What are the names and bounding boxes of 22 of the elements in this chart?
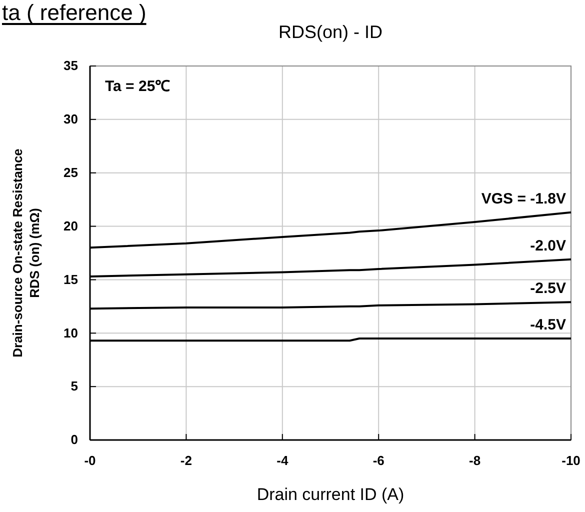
y-tick-label: 25 [64, 165, 78, 180]
y-tick-label: 35 [64, 58, 78, 74]
y-axis-title: Drain-source On-state Resistance RDS (on) (mΩ) [10, 148, 42, 358]
x-tick-label: -2 [180, 453, 192, 468]
series-label: VGS = -1.8V [481, 190, 566, 208]
y-tick-label: 0 [70, 432, 78, 448]
x-tick-label: -0 [84, 453, 96, 468]
annotation: Ta = 25℃ [105, 78, 170, 95]
y-tick-label: 5 [70, 378, 78, 394]
x-axis-title: Drain current ID (A) [256, 485, 404, 504]
y-tick-label: 20 [64, 218, 78, 234]
x-tick-label: -8 [469, 453, 481, 468]
x-tick-label: -10 [562, 453, 580, 468]
chart-title: RDS(on) - ID [278, 22, 383, 42]
x-tick-label: -6 [372, 453, 384, 468]
series-label: -2.5V [530, 280, 566, 298]
x-tick-label: -4 [276, 453, 289, 468]
y-tick-label: 10 [64, 325, 78, 340]
y-tick-label: 15 [64, 272, 78, 287]
series-label: -2.0V [530, 237, 566, 254]
y-tick-label: 30 [64, 112, 78, 127]
series-label: -4.5V [530, 316, 566, 334]
